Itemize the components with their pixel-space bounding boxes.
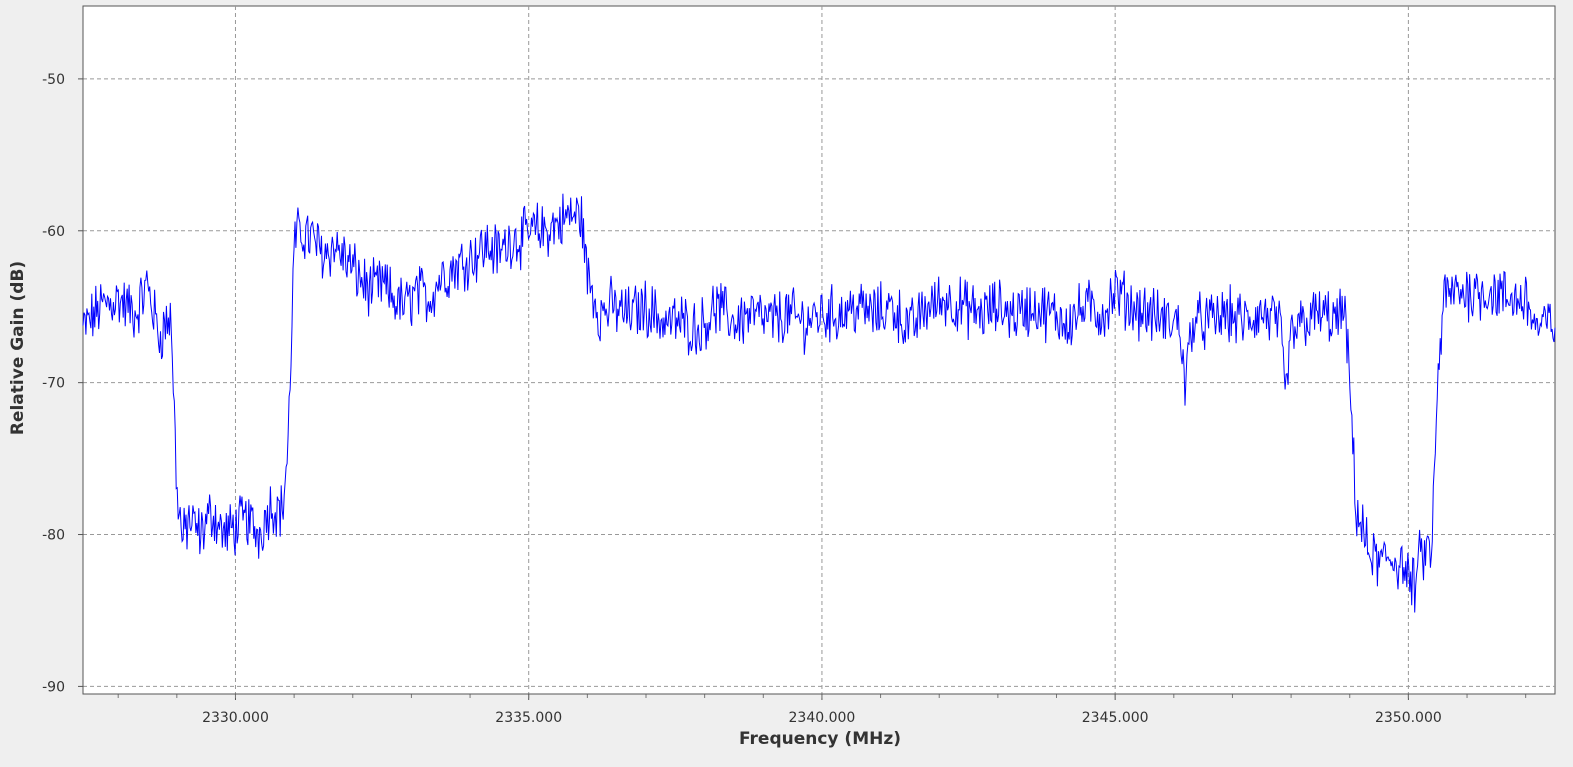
y-tick-label: -70 bbox=[42, 376, 65, 392]
y-axis-title: Relative Gain (dB) bbox=[8, 261, 28, 435]
plot-background bbox=[82, 5, 1556, 695]
x-tick-label: 2335.000 bbox=[495, 710, 562, 726]
y-tick-label: -90 bbox=[42, 679, 65, 695]
x-axis-title: Frequency (MHz) bbox=[739, 729, 901, 749]
grid-lines bbox=[83, 6, 1555, 694]
spectrum-trace-line bbox=[82, 193, 1556, 613]
x-tick-label: 2340.000 bbox=[789, 710, 856, 726]
x-tick-label: 2345.000 bbox=[1082, 710, 1149, 726]
y-tick-label: -80 bbox=[42, 528, 65, 544]
y-tick-label: -60 bbox=[42, 224, 65, 240]
x-tick-label: 2330.000 bbox=[202, 710, 269, 726]
axes: -50 -60 -70 -80 -90 2330.000 2335.000 2340.000 2… bbox=[42, 6, 1555, 726]
x-tick-label: 2350.000 bbox=[1375, 710, 1442, 726]
y-tick-label: -50 bbox=[42, 72, 65, 88]
